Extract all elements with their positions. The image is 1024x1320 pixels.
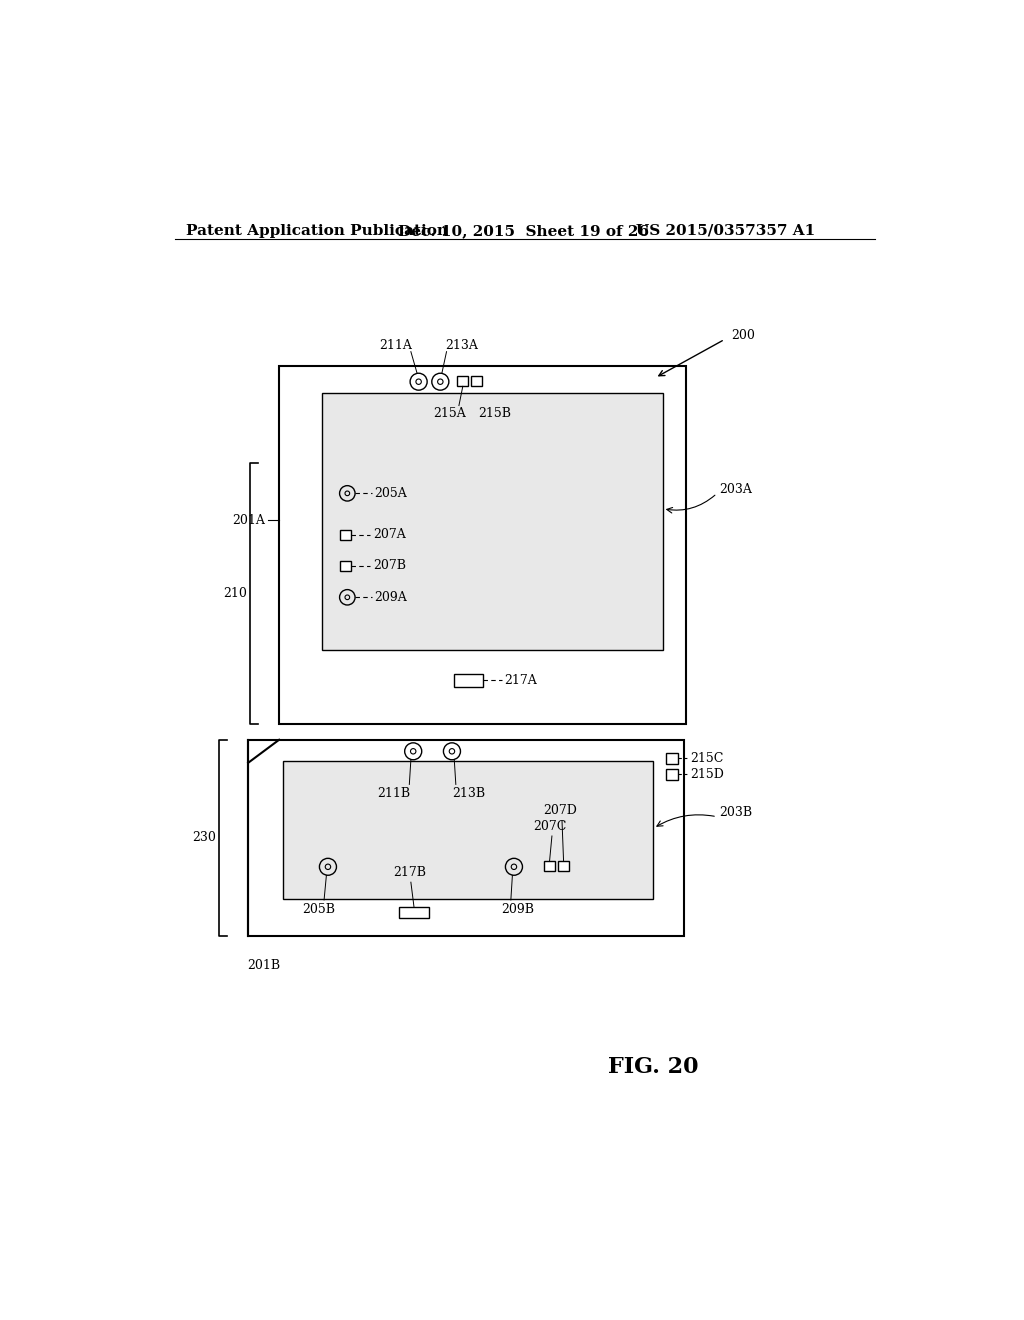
Bar (340, 561, 351, 572)
Text: 217B: 217B (393, 866, 427, 879)
Text: 200: 200 (731, 329, 755, 342)
Bar (471, 376, 482, 387)
Bar (458, 376, 468, 387)
Text: 205B: 205B (302, 903, 335, 916)
Text: 207D: 207D (544, 804, 578, 817)
Bar (283, 760, 653, 899)
Text: 203A: 203A (719, 483, 753, 496)
Bar (666, 752, 678, 763)
Text: 207A: 207A (373, 528, 406, 541)
Text: 215A: 215A (433, 407, 466, 420)
Bar (558, 861, 569, 871)
Text: 211A: 211A (379, 339, 412, 352)
Text: FIG. 20: FIG. 20 (608, 1056, 698, 1078)
Text: 209B: 209B (502, 903, 535, 916)
Bar (340, 531, 351, 540)
Text: 215B: 215B (478, 407, 511, 420)
Text: 209A: 209A (375, 591, 408, 603)
Text: 213B: 213B (453, 787, 485, 800)
Text: 205A: 205A (375, 487, 408, 500)
Text: 217A: 217A (504, 675, 537, 686)
Bar (454, 675, 483, 686)
Bar (248, 739, 684, 936)
Text: US 2015/0357357 A1: US 2015/0357357 A1 (636, 224, 815, 238)
Bar (322, 393, 663, 649)
Text: 215C: 215C (690, 751, 723, 764)
Bar (544, 861, 555, 871)
Text: Patent Application Publication: Patent Application Publication (186, 224, 449, 238)
Text: 207C: 207C (534, 820, 567, 833)
Bar (399, 907, 429, 917)
Text: 215D: 215D (690, 768, 724, 781)
Text: 201A: 201A (232, 513, 265, 527)
Text: 203B: 203B (719, 807, 753, 820)
Text: 210: 210 (223, 587, 248, 601)
Text: 207B: 207B (373, 560, 406, 573)
Text: 211B: 211B (377, 787, 411, 800)
Text: 230: 230 (193, 832, 216, 845)
Text: 213A: 213A (445, 339, 478, 352)
Text: Dec. 10, 2015  Sheet 19 of 26: Dec. 10, 2015 Sheet 19 of 26 (397, 224, 648, 238)
Text: 201B: 201B (247, 960, 281, 973)
Bar (280, 367, 686, 725)
Bar (666, 770, 678, 780)
